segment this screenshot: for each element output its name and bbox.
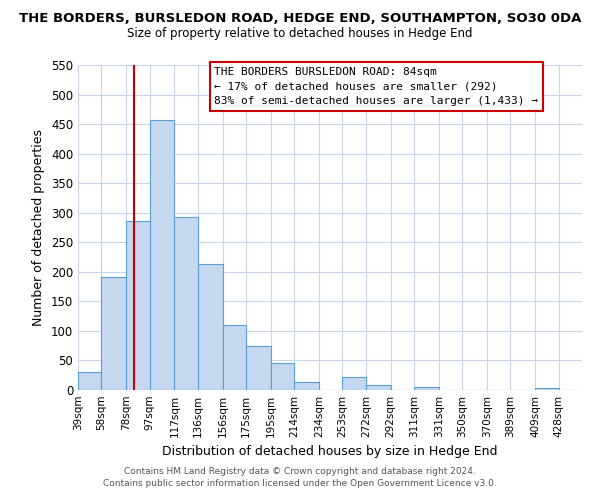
Bar: [343, 377, 366, 390]
Bar: [535, 388, 559, 390]
Y-axis label: Number of detached properties: Number of detached properties: [32, 129, 46, 326]
Bar: [149, 120, 175, 390]
Text: Size of property relative to detached houses in Hedge End: Size of property relative to detached ho…: [127, 28, 473, 40]
Bar: [175, 218, 198, 390]
X-axis label: Distribution of detached houses by size in Hedge End: Distribution of detached houses by size …: [162, 446, 498, 458]
Text: THE BORDERS BURSLEDON ROAD: 84sqm
← 17% of detached houses are smaller (292)
83%: THE BORDERS BURSLEDON ROAD: 84sqm ← 17% …: [214, 66, 538, 106]
Bar: [414, 387, 439, 390]
Bar: [78, 372, 101, 390]
Text: THE BORDERS, BURSLEDON ROAD, HEDGE END, SOUTHAMPTON, SO30 0DA: THE BORDERS, BURSLEDON ROAD, HEDGE END, …: [19, 12, 581, 26]
Text: Contains HM Land Registry data © Crown copyright and database right 2024.: Contains HM Land Registry data © Crown c…: [124, 467, 476, 476]
Bar: [126, 221, 149, 390]
Bar: [271, 363, 294, 390]
Bar: [294, 382, 319, 390]
Bar: [366, 386, 391, 390]
Bar: [101, 276, 126, 390]
Text: Contains public sector information licensed under the Open Government Licence v3: Contains public sector information licen…: [103, 478, 497, 488]
Bar: [198, 264, 223, 390]
Bar: [223, 325, 246, 390]
Bar: [246, 346, 271, 390]
